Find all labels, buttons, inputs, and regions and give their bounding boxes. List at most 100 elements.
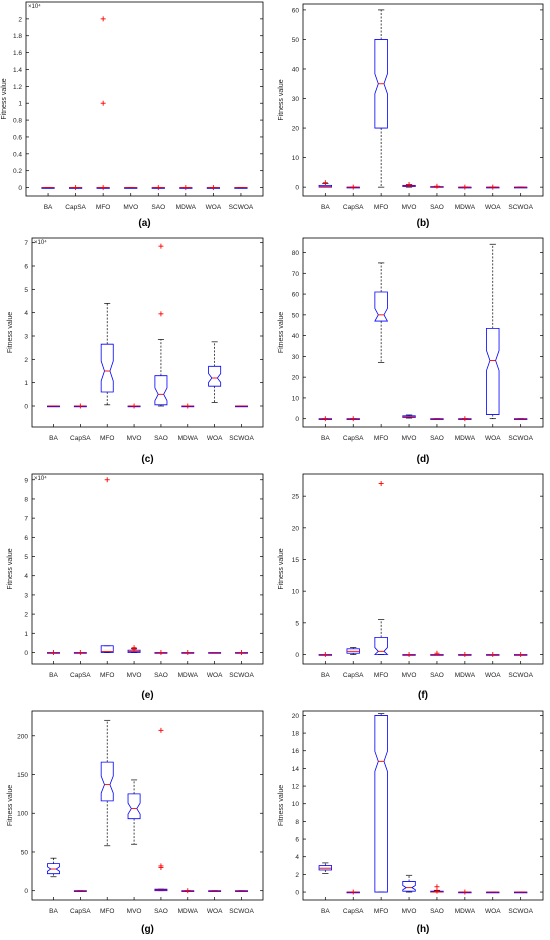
panel-label: (g) — [141, 924, 154, 935]
box-mvo — [402, 874, 416, 893]
box-capsa — [346, 889, 360, 895]
outlier-marker — [158, 311, 164, 317]
x-tick-label: MVO — [127, 908, 142, 915]
y-axis-label: Fitness value — [278, 548, 285, 589]
box-scwoa — [513, 652, 528, 657]
box-scwoa — [234, 187, 248, 189]
box-body — [208, 365, 222, 387]
box-woa — [206, 185, 220, 191]
outlier-marker — [490, 652, 496, 657]
y-tick-label: 5 — [24, 287, 28, 294]
box-body — [127, 793, 141, 820]
plot-frame — [31, 473, 264, 665]
y-tick-label: 1 — [24, 380, 28, 387]
x-tick-label: BA — [321, 204, 330, 211]
outlier-marker — [322, 652, 328, 657]
x-tick-label: WOA — [485, 908, 501, 915]
y-tick-label: 20 — [292, 525, 300, 532]
y-tick-label: 12 — [292, 784, 300, 791]
y-tick-label: 30 — [292, 96, 300, 103]
x-tick-label: WOA — [206, 204, 222, 211]
outlier-marker — [462, 652, 468, 657]
y-tick-label: 6 — [295, 837, 299, 844]
outlier-marker — [406, 652, 412, 657]
x-tick-label: MFO — [374, 204, 388, 211]
box-woa — [486, 891, 500, 894]
box-sao — [151, 185, 165, 191]
outlier-marker — [158, 863, 164, 869]
x-tick-label: MFO — [374, 672, 388, 679]
box-sao — [430, 183, 444, 189]
box-mvo — [402, 414, 416, 419]
box-capsa — [73, 649, 87, 655]
box-capsa — [73, 890, 87, 892]
chart-panel: 0 10 20 30 40 50 60 Fitness value BA CapSA MFO MVO S… — [278, 3, 544, 229]
x-tick-label: CapSA — [343, 908, 364, 915]
chart-panel: 0 10 20 30 40 50 60 70 80 Fitness value BA CapSA MFO… — [278, 237, 544, 465]
y-tick-label: 1 — [24, 631, 28, 638]
outlier-marker — [131, 403, 137, 409]
x-tick-label: WOA — [485, 435, 501, 442]
x-tick-label: CapSA — [70, 908, 91, 915]
y-tick-label: 0.6 — [13, 134, 22, 141]
y-tick-label: 4 — [24, 573, 28, 580]
box-scwoa — [235, 649, 248, 655]
y-tick-label: 20 — [292, 713, 300, 720]
x-tick-label: MDWA — [455, 908, 476, 915]
plot-frame — [25, 1, 264, 197]
y-tick-label: 8 — [295, 819, 299, 826]
x-tick-label: BA — [49, 672, 58, 679]
box-mdwa — [181, 649, 195, 655]
y-tick-label: 40 — [292, 66, 300, 73]
plot-frame — [302, 710, 544, 901]
box-ba — [47, 857, 60, 878]
panel-label: (e) — [141, 690, 153, 701]
box-mdwa — [181, 888, 195, 894]
x-tick-label: MVO — [123, 204, 138, 211]
x-tick-label: SCWOA — [229, 435, 254, 442]
chart-panel: 0 1 2 3 4 5 6 7 8 9 ×10⁴ Fitness value BA CapSA MFO MVO… — [7, 473, 264, 701]
y-tick-label: 10 — [292, 155, 300, 162]
x-tick-label: MDWA — [178, 435, 199, 442]
y-tick-label: 10 — [292, 395, 300, 402]
axis-exponent: ×10⁴ — [34, 239, 47, 246]
x-tick-label: MFO — [100, 672, 114, 679]
outlier-marker — [434, 888, 440, 894]
y-tick-label: 60 — [292, 292, 300, 299]
outlier-marker — [155, 185, 161, 191]
y-tick-label: 20 — [292, 375, 300, 382]
x-tick-label: WOA — [207, 908, 223, 915]
box-mdwa — [458, 652, 472, 657]
box-mfo — [374, 9, 388, 188]
x-tick-label: SAO — [430, 908, 444, 915]
x-tick-label: CapSA — [343, 672, 364, 679]
y-tick-label: 50 — [292, 312, 300, 319]
outlier-marker — [77, 403, 83, 409]
box-capsa — [73, 403, 87, 409]
y-tick-label: 0 — [295, 890, 299, 897]
outlier-marker — [322, 416, 328, 422]
outlier-marker — [50, 649, 56, 655]
y-tick-label: 70 — [292, 271, 300, 278]
y-tick-label: 1.8 — [13, 33, 22, 40]
y-tick-label: 40 — [292, 333, 300, 340]
box-ba — [318, 862, 333, 874]
x-tick-label: MVO — [127, 435, 142, 442]
box-capsa — [346, 647, 360, 655]
y-tick-label: 2 — [295, 872, 299, 879]
y-tick-label: 5 — [295, 620, 299, 627]
y-tick-label: 1.4 — [13, 67, 22, 74]
y-tick-label: 100 — [17, 811, 28, 818]
x-tick-label: CapSA — [70, 435, 91, 442]
x-tick-label: SAO — [430, 672, 444, 679]
outlier-marker — [73, 185, 79, 191]
x-tick-label: BA — [49, 435, 58, 442]
x-tick-label: WOA — [207, 435, 223, 442]
box-sao — [430, 650, 444, 656]
plot-frame — [302, 473, 544, 665]
outlier-marker — [434, 183, 440, 189]
box-scwoa — [235, 405, 248, 408]
y-tick-label: 8 — [24, 496, 28, 503]
y-tick-label: 30 — [292, 354, 300, 361]
x-tick-label: MFO — [374, 435, 388, 442]
